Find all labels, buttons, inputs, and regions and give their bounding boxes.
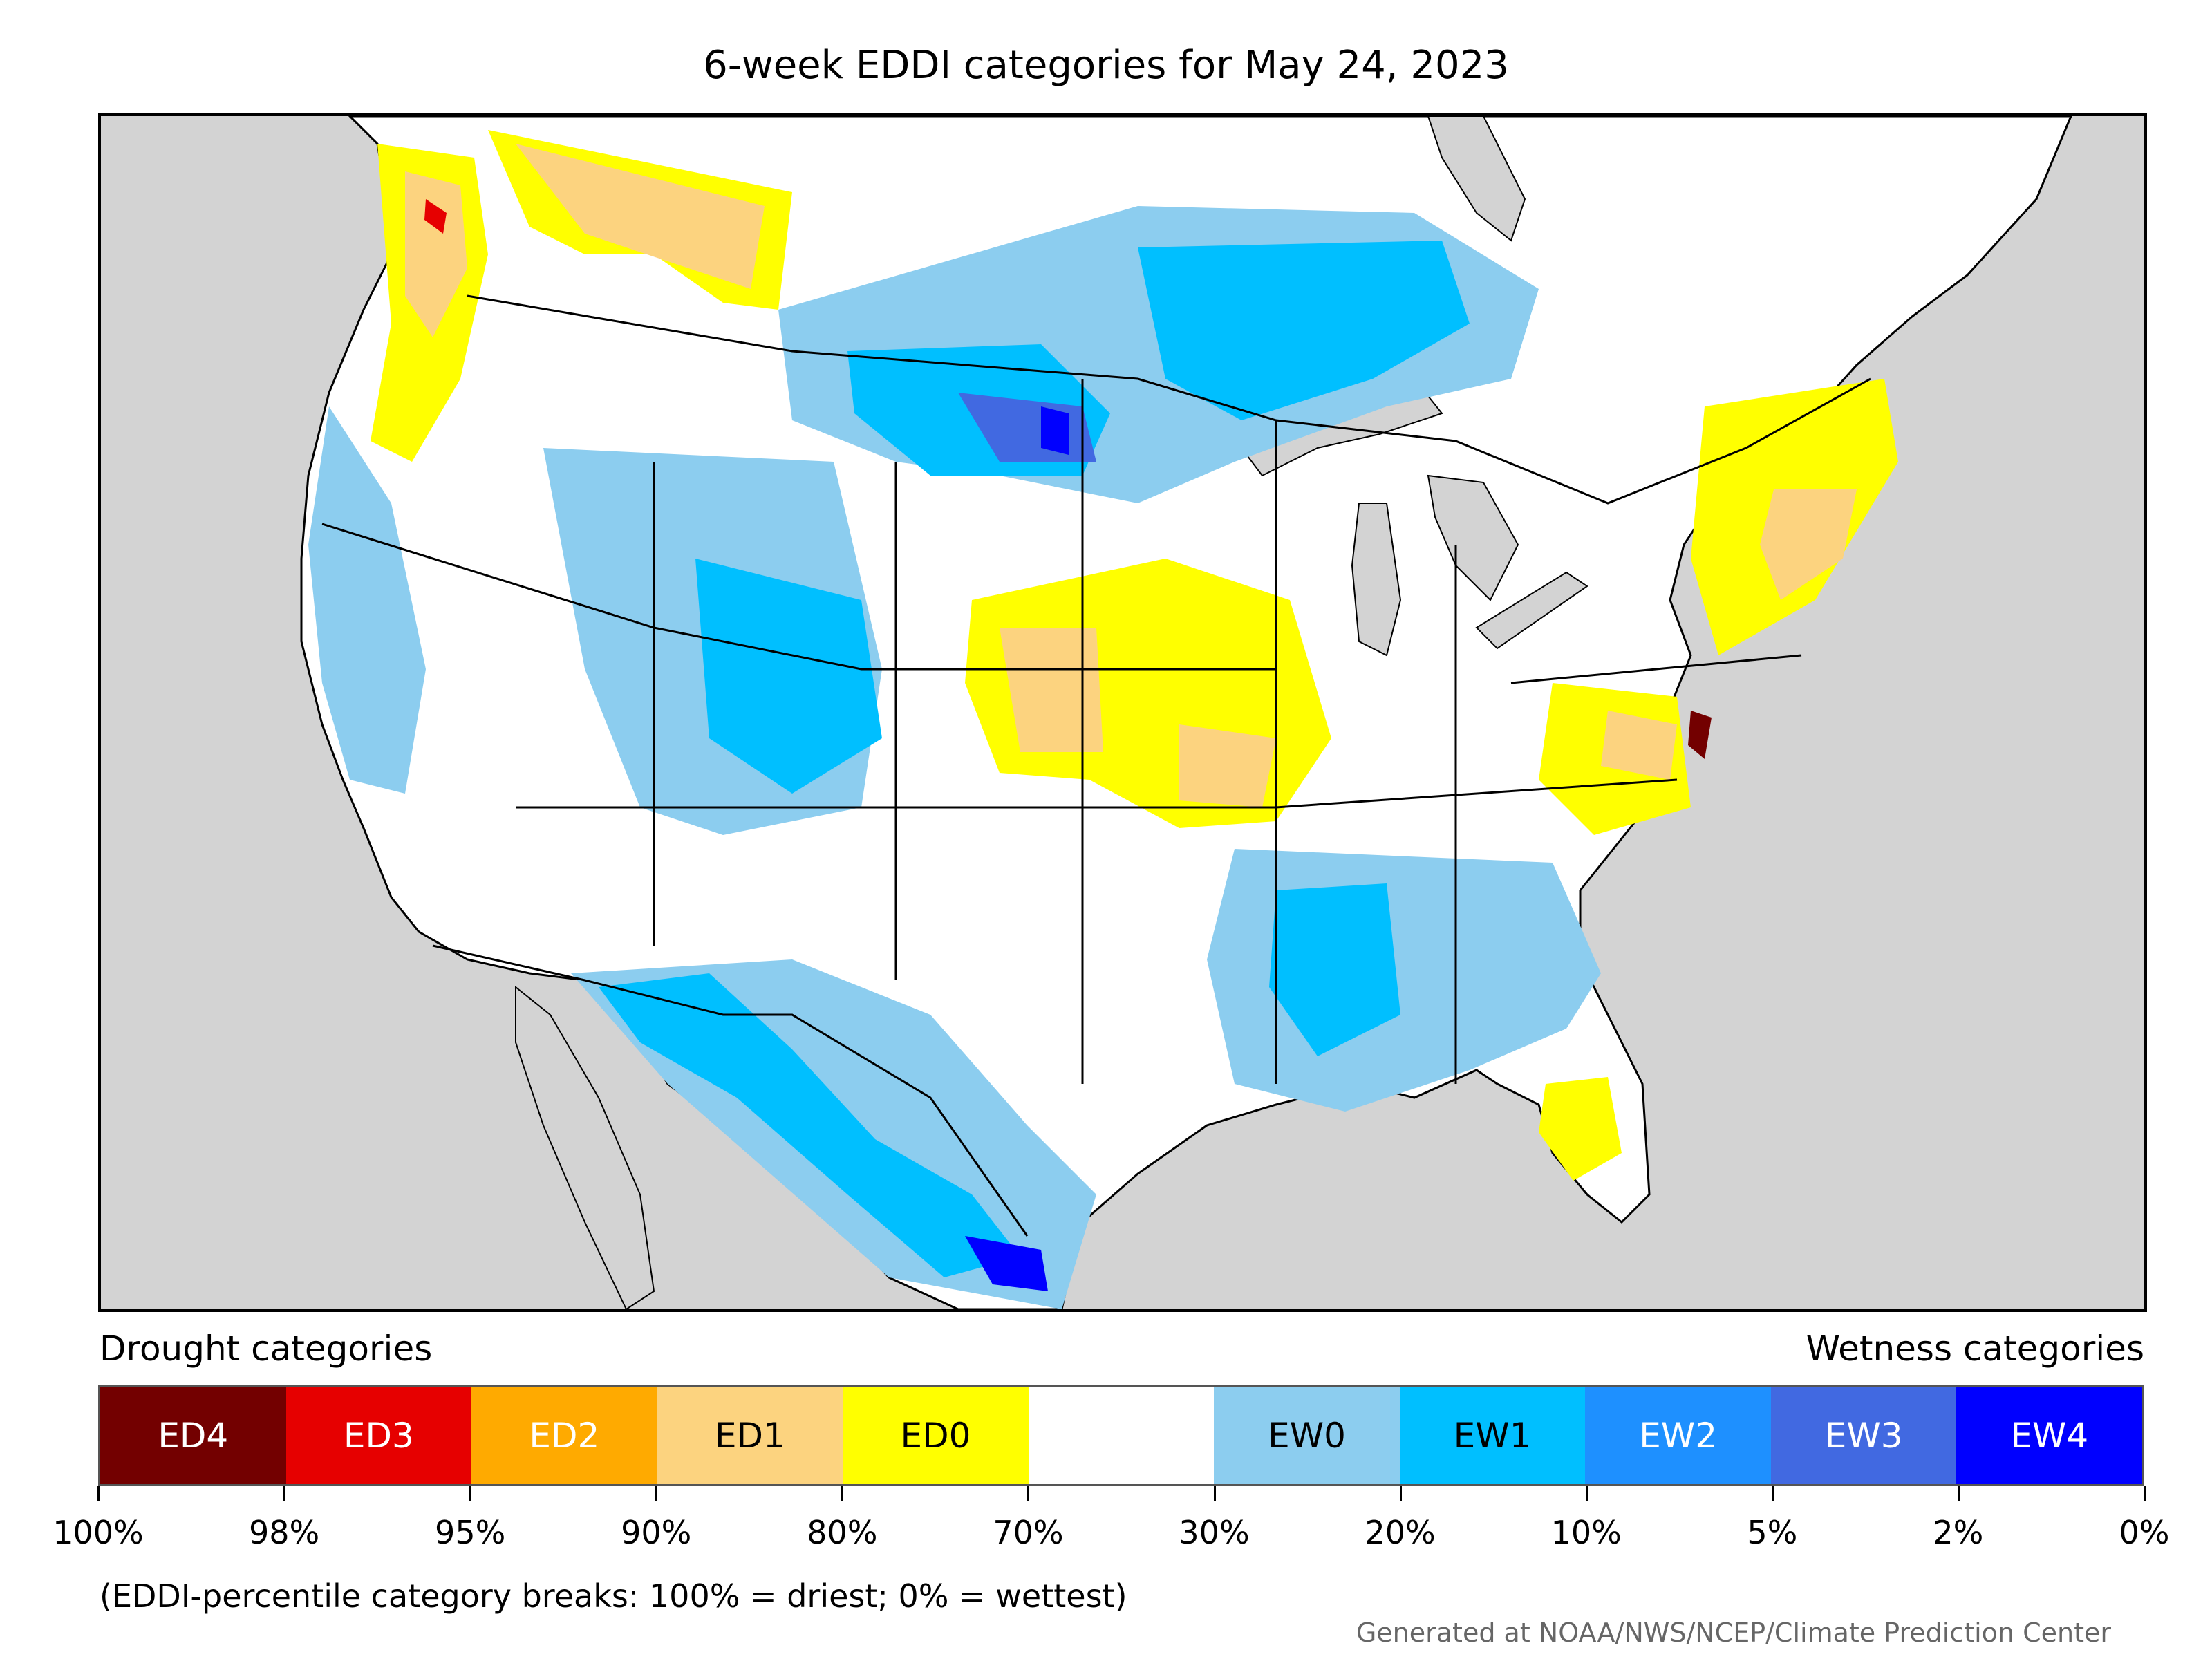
patch-ew0-california [308, 406, 426, 794]
gulf-of-california [515, 985, 655, 1309]
patch-ed4-virginia [1688, 711, 1712, 759]
legend-tick-label: 30% [1179, 1514, 1250, 1551]
drought-categories-label: Drought categories [100, 1329, 433, 1369]
legend-tick-mark [841, 1486, 844, 1501]
legend-category-ew0: EW0 [1214, 1387, 1400, 1484]
legend-colorbar: ED4 ED3 ED2 ED1 ED0 EW0 EW1 EW2 EW3 EW4 [98, 1385, 2144, 1486]
legend-tick-mark [655, 1486, 658, 1501]
legend-category-ed1: ED1 [657, 1387, 843, 1484]
patch-ed1-missouri [1179, 724, 1276, 807]
legend-tick-label: 98% [248, 1514, 320, 1551]
legend-category-ew1: EW1 [1399, 1387, 1586, 1484]
legend-tick-label: 2% [1933, 1514, 1984, 1551]
patch-ew1-northern-plains [1138, 241, 1470, 420]
map-title: 6-week EDDI categories for May 24, 2023 [703, 43, 1509, 88]
legend-tick-mark [97, 1486, 100, 1501]
legend-category-ew4: EW4 [1956, 1387, 2143, 1484]
patch-ed1-midwest [1000, 628, 1103, 752]
patch-ed1-virginia [1601, 711, 1677, 780]
patch-ew1-texas [599, 973, 1020, 1277]
legend-tick-mark [469, 1486, 472, 1501]
legend-tick-mark [1213, 1486, 1216, 1501]
lake-michigan [1351, 503, 1402, 657]
state-line-1 [321, 523, 1276, 671]
map-frame [98, 113, 2147, 1312]
legend-tick-label: 80% [807, 1514, 878, 1551]
legend-tick-mark [283, 1486, 286, 1501]
legend-ticks: 100% 98% 95% 90% 80% 70% 30% 20% 10% 5% 2% 0% [53, 1486, 2169, 1551]
eddi-map [300, 116, 2072, 1309]
legend-category-ew2: EW2 [1585, 1387, 1771, 1484]
legend-tick-mark [1957, 1486, 1960, 1501]
legend-tick-mark [1771, 1486, 1774, 1501]
patch-ed1-bc-alberta [516, 144, 765, 289]
legend-tick-mark [1027, 1486, 1030, 1501]
legend-tick-label: 100% [53, 1514, 144, 1551]
patch-ed1-pacific-nw [405, 171, 467, 337]
category-breaks-footnote: (EDDI-percentile category breaks: 100% =… [100, 1577, 1127, 1615]
legend-tick-label: 10% [1550, 1514, 1622, 1551]
patch-ew4-south-texas [965, 1236, 1048, 1291]
legend-tick-mark [1399, 1486, 1402, 1501]
patch-ed1-new-england [1760, 489, 1857, 600]
us-mexico-border [432, 944, 1029, 1237]
wetness-categories-label: Wetness categories [1806, 1329, 2144, 1369]
legend-category-ed4: ED4 [100, 1387, 286, 1484]
legend-category-ed3: ED3 [285, 1387, 472, 1484]
state-line-7 [516, 778, 1678, 809]
generator-credit: Generated at NOAA/NWS/NCEP/Climate Predi… [1356, 1618, 2111, 1648]
legend-tick-label: 90% [621, 1514, 692, 1551]
eddi-patches [308, 130, 1898, 1309]
legend-tick-label: 95% [435, 1514, 506, 1551]
legend-tick-label: 0% [2119, 1514, 2170, 1551]
lake-erie [1475, 571, 1588, 650]
hudson-bay-part [1427, 116, 1526, 242]
legend-tick-label: 5% [1747, 1514, 1798, 1551]
patch-ew4-dakotas [1041, 406, 1069, 455]
us-canada-border [467, 294, 1871, 505]
state-line-8 [1510, 654, 1802, 684]
lake-huron [1427, 474, 1519, 601]
legend-tick-label: 20% [1365, 1514, 1436, 1551]
political-borders [321, 294, 1871, 1237]
legend-category-ed2: ED2 [471, 1387, 657, 1484]
legend-category-ew3: EW3 [1770, 1387, 1957, 1484]
patch-ed0-florida [1539, 1077, 1622, 1181]
patch-ew1-colorado [695, 559, 882, 794]
legend-tick-label: 70% [993, 1514, 1064, 1551]
legend-tick-mark [2144, 1486, 2146, 1501]
legend-tick-mark [1585, 1486, 1588, 1501]
patch-ew1-southeast [1269, 883, 1400, 1056]
patch-ed3-pacific-nw [424, 199, 447, 234]
legend-category-normal [1028, 1387, 1215, 1484]
legend-category-ed0: ED0 [843, 1387, 1029, 1484]
